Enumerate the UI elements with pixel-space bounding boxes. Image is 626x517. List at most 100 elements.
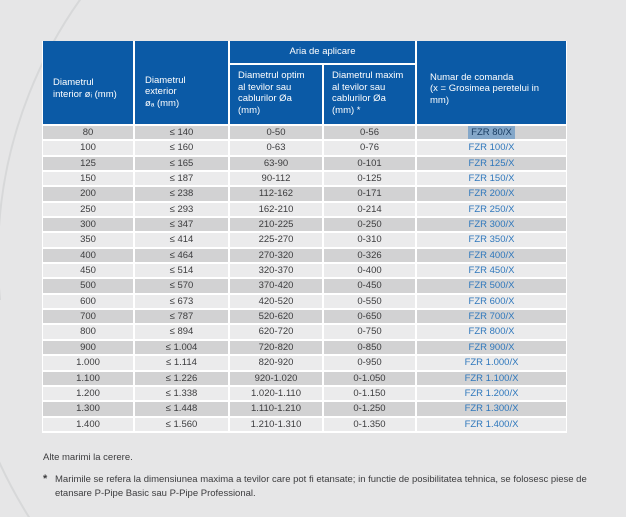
cell-max-diameter: 0-171 xyxy=(324,187,415,201)
cell-outer-diameter: ≤ 1.448 xyxy=(135,402,228,416)
cell-inner-diameter: 1.400 xyxy=(43,417,133,431)
cell-max-diameter: 0-550 xyxy=(324,294,415,309)
cell-optimal-diameter: 210-225 xyxy=(230,218,322,232)
cell-outer-diameter: ≤ 1.004 xyxy=(135,340,228,355)
cell-max-diameter: 0-650 xyxy=(324,310,415,324)
cell-inner-diameter: 500 xyxy=(43,279,133,293)
cell-optimal-diameter: 90-112 xyxy=(230,172,322,186)
cell-outer-diameter: ≤ 414 xyxy=(135,233,228,247)
order-code-link[interactable]: FZR 700/X xyxy=(417,310,566,324)
cell-max-diameter: 0-125 xyxy=(324,172,415,186)
cell-optimal-diameter: 520-620 xyxy=(230,310,322,324)
cell-optimal-diameter: 1.020-1.110 xyxy=(230,386,322,401)
cell-optimal-diameter: 720-820 xyxy=(230,340,322,355)
cell-max-diameter: 0-950 xyxy=(324,356,415,370)
footnote: * Marimile se refera la dimensiunea maxi… xyxy=(43,473,591,500)
cell-inner-diameter: 1.000 xyxy=(43,356,133,370)
cell-inner-diameter: 250 xyxy=(43,202,133,217)
cell-optimal-diameter: 620-720 xyxy=(230,325,322,339)
order-code-link[interactable]: FZR 80/X xyxy=(417,126,566,140)
cell-max-diameter: 0-214 xyxy=(324,202,415,217)
background-arc-bottom-left xyxy=(0,420,130,517)
cell-inner-diameter: 1.100 xyxy=(43,371,133,385)
table-body: 80 ≤ 140 0-50 0-56 FZR 80/X 100 ≤ 160 0-63 0-76 F… xyxy=(43,126,566,431)
cell-optimal-diameter: 162-210 xyxy=(230,202,322,217)
cell-inner-diameter: 125 xyxy=(43,156,133,171)
order-code-link[interactable]: FZR 900/X xyxy=(417,340,566,355)
order-code-link[interactable]: FZR 1.200/X xyxy=(417,386,566,401)
cell-optimal-diameter: 0-50 xyxy=(230,126,322,140)
cell-max-diameter: 0-101 xyxy=(324,156,415,171)
cell-optimal-diameter: 1.110-1.210 xyxy=(230,402,322,416)
cell-optimal-diameter: 112-162 xyxy=(230,187,322,201)
cell-max-diameter: 0-850 xyxy=(324,340,415,355)
cell-outer-diameter: ≤ 140 xyxy=(135,126,228,140)
cell-outer-diameter: ≤ 514 xyxy=(135,264,228,278)
cell-inner-diameter: 150 xyxy=(43,172,133,186)
cell-inner-diameter: 400 xyxy=(43,248,133,263)
column-header-inner-diameter: Diametrul interior øᵢ (mm) xyxy=(43,41,133,124)
cell-inner-diameter: 300 xyxy=(43,218,133,232)
column-header-order-number: Numar de comanda (x = Grosimea peretelui… xyxy=(417,41,566,124)
order-code-link[interactable]: FZR 125/X xyxy=(417,156,566,171)
pipe-seal-size-table: Diametrul interior øᵢ (mm) Diametrul ext… xyxy=(42,41,567,433)
order-code-link[interactable]: FZR 500/X xyxy=(417,279,566,293)
column-header-max-diameter: Diametrul maxim al tevilor sau cablurilo… xyxy=(324,65,415,124)
cell-max-diameter: 0-1.150 xyxy=(324,386,415,401)
order-code-link[interactable]: FZR 150/X xyxy=(417,172,566,186)
cell-inner-diameter: 800 xyxy=(43,325,133,339)
order-code-link[interactable]: FZR 1.400/X xyxy=(417,417,566,431)
order-code-link[interactable]: FZR 1.100/X xyxy=(417,371,566,385)
cell-max-diameter: 0-326 xyxy=(324,248,415,263)
cell-max-diameter: 0-76 xyxy=(324,141,415,155)
order-code-link[interactable]: FZR 350/X xyxy=(417,233,566,247)
cell-inner-diameter: 100 xyxy=(43,141,133,155)
cell-inner-diameter: 200 xyxy=(43,187,133,201)
cell-outer-diameter: ≤ 570 xyxy=(135,279,228,293)
cell-max-diameter: 0-1.250 xyxy=(324,402,415,416)
cell-optimal-diameter: 0-63 xyxy=(230,141,322,155)
cell-outer-diameter: ≤ 787 xyxy=(135,310,228,324)
cell-max-diameter: 0-400 xyxy=(324,264,415,278)
cell-outer-diameter: ≤ 293 xyxy=(135,202,228,217)
order-code-link[interactable]: FZR 400/X xyxy=(417,248,566,263)
cell-inner-diameter: 450 xyxy=(43,264,133,278)
cell-outer-diameter: ≤ 1.560 xyxy=(135,417,228,431)
cell-outer-diameter: ≤ 464 xyxy=(135,248,228,263)
column-header-optimal-diameter: Diametrul optim al tevilor sau cablurilo… xyxy=(230,65,322,124)
cell-optimal-diameter: 320-370 xyxy=(230,264,322,278)
order-code-link[interactable]: FZR 800/X xyxy=(417,325,566,339)
cell-max-diameter: 0-56 xyxy=(324,126,415,140)
cell-inner-diameter: 1.200 xyxy=(43,386,133,401)
cell-optimal-diameter: 920-1.020 xyxy=(230,371,322,385)
cell-optimal-diameter: 270-320 xyxy=(230,248,322,263)
cell-max-diameter: 0-750 xyxy=(324,325,415,339)
cell-max-diameter: 0-1.350 xyxy=(324,417,415,431)
order-code-link[interactable]: FZR 300/X xyxy=(417,218,566,232)
cell-outer-diameter: ≤ 187 xyxy=(135,172,228,186)
order-code-link[interactable]: FZR 100/X xyxy=(417,141,566,155)
order-code-link[interactable]: FZR 1.300/X xyxy=(417,402,566,416)
order-code-link[interactable]: FZR 450/X xyxy=(417,264,566,278)
cell-max-diameter: 0-310 xyxy=(324,233,415,247)
order-code-link[interactable]: FZR 200/X xyxy=(417,187,566,201)
table-header: Diametrul interior øᵢ (mm) Diametrul ext… xyxy=(43,41,566,124)
order-code-link[interactable]: FZR 250/X xyxy=(417,202,566,217)
cell-outer-diameter: ≤ 165 xyxy=(135,156,228,171)
cell-inner-diameter: 350 xyxy=(43,233,133,247)
cell-inner-diameter: 80 xyxy=(43,126,133,140)
cell-optimal-diameter: 420-520 xyxy=(230,294,322,309)
column-group-header-application-area: Aria de aplicare xyxy=(230,41,415,63)
selected-order-code[interactable]: FZR 80/X xyxy=(468,126,515,139)
cell-optimal-diameter: 225-270 xyxy=(230,233,322,247)
order-code-link[interactable]: FZR 600/X xyxy=(417,294,566,309)
cell-outer-diameter: ≤ 673 xyxy=(135,294,228,309)
cell-outer-diameter: ≤ 347 xyxy=(135,218,228,232)
cell-max-diameter: 0-250 xyxy=(324,218,415,232)
cell-outer-diameter: ≤ 1.338 xyxy=(135,386,228,401)
cell-outer-diameter: ≤ 1.226 xyxy=(135,371,228,385)
order-code-link[interactable]: FZR 1.000/X xyxy=(417,356,566,370)
cell-max-diameter: 0-1.050 xyxy=(324,371,415,385)
cell-inner-diameter: 1.300 xyxy=(43,402,133,416)
